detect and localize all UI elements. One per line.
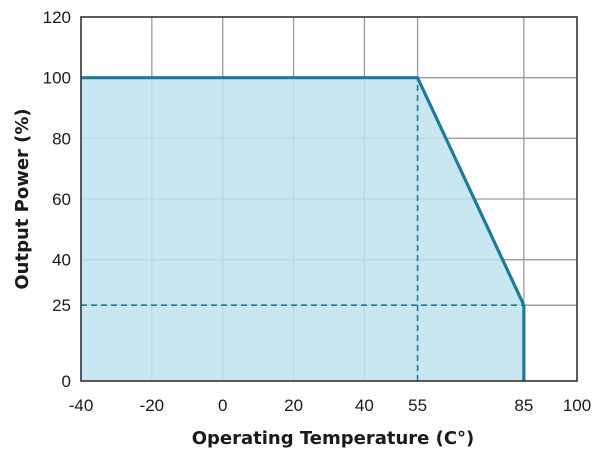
plot-frame [80,16,578,382]
x-tick-label: -20 [140,396,165,415]
x-tick-label: 55 [408,396,427,415]
x-axis-title: Operating Temperature (C°) [192,428,475,449]
y-tick-label: 80 [52,129,71,148]
area-fill [81,77,524,382]
x-tick-label: 85 [514,396,533,415]
x-tick-label: -40 [69,396,94,415]
reference-lines [81,77,524,381]
x-tick-labels: -40 -20 0 20 40 55 85 100 [69,396,591,415]
y-tick-label: 100 [43,69,71,88]
y-tick-label: 40 [52,251,71,270]
y-axis-title: Output Power (%) [12,108,33,289]
x-tick-label: 40 [355,396,374,415]
y-tick-label: 120 [43,8,71,27]
y-tick-labels: 0 25 40 60 80 100 120 [43,8,71,391]
x-tick-label: 0 [218,396,227,415]
y-tick-label: 60 [52,190,71,209]
series-line [81,76,526,381]
y-tick-label: 0 [62,372,71,391]
y-tick-label: 25 [52,296,71,315]
x-tick-label: 20 [284,396,303,415]
x-tick-label: 100 [563,396,591,415]
